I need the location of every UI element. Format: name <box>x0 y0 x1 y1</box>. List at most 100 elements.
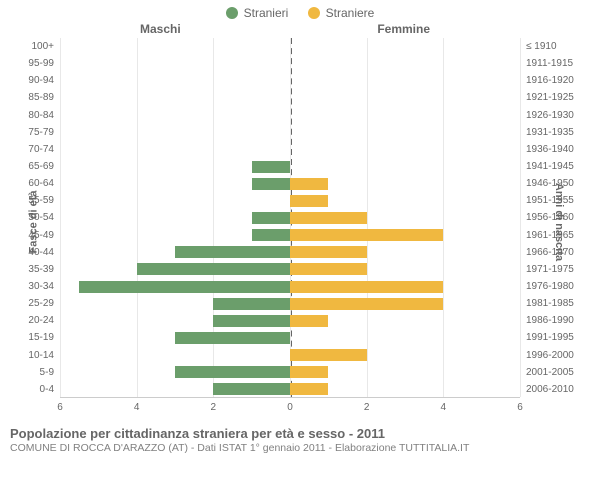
bar-male <box>213 383 290 395</box>
legend-label-male: Stranieri <box>244 6 289 20</box>
age-row: 85-891921-1925 <box>60 89 520 106</box>
bar-male <box>252 178 290 190</box>
age-label: 65-69 <box>28 161 54 172</box>
age-label: 45-49 <box>28 230 54 241</box>
x-tick-label: 4 <box>134 402 140 413</box>
age-row: 30-341976-1980 <box>60 278 520 295</box>
legend-item-male: Stranieri <box>226 6 289 20</box>
birth-label: 1921-1925 <box>526 92 574 103</box>
plot-area: 100+≤ 191095-991911-191590-941916-192085… <box>60 38 520 398</box>
x-tick-label: 4 <box>441 402 447 413</box>
birth-label: 1961-1965 <box>526 230 574 241</box>
bar-male <box>175 246 290 258</box>
birth-label: 1996-2000 <box>526 350 574 361</box>
age-row: 50-541956-1960 <box>60 209 520 226</box>
x-tick-label: 0 <box>287 402 293 413</box>
birth-label: 1946-1950 <box>526 178 574 189</box>
legend-swatch-female <box>308 7 320 19</box>
age-row: 75-791931-1935 <box>60 124 520 141</box>
age-label: 80-84 <box>28 110 54 121</box>
legend: Stranieri Straniere <box>0 0 600 22</box>
bar-male <box>175 366 290 378</box>
bar-female <box>290 229 443 241</box>
age-row: 35-391971-1975 <box>60 261 520 278</box>
age-label: 50-54 <box>28 212 54 223</box>
age-label: 20-24 <box>28 315 54 326</box>
bar-male <box>252 212 290 224</box>
age-row: 100+≤ 1910 <box>60 38 520 55</box>
bar-male <box>252 229 290 241</box>
birth-label: ≤ 1910 <box>526 41 557 52</box>
chart: Maschi Femmine Fasce di età Anni di nasc… <box>0 22 600 422</box>
x-tick-label: 6 <box>517 402 523 413</box>
age-label: 25-29 <box>28 298 54 309</box>
legend-item-female: Straniere <box>308 6 375 20</box>
chart-title: Popolazione per cittadinanza straniera p… <box>10 426 590 441</box>
grid-line <box>520 38 521 397</box>
bar-female <box>290 195 328 207</box>
age-label: 100+ <box>31 41 54 52</box>
birth-label: 1911-1915 <box>526 58 573 69</box>
bar-female <box>290 281 443 293</box>
age-row: 90-941916-1920 <box>60 72 520 89</box>
birth-label: 1956-1960 <box>526 212 574 223</box>
birth-label: 1931-1935 <box>526 127 574 138</box>
age-row: 15-191991-1995 <box>60 329 520 346</box>
x-axis-ticks: 6 4 2 0 2 4 6 <box>60 402 520 416</box>
age-row: 60-641946-1950 <box>60 175 520 192</box>
age-label: 90-94 <box>28 75 54 86</box>
bar-male <box>213 298 290 310</box>
bar-male <box>175 332 290 344</box>
birth-label: 1991-1995 <box>526 332 574 343</box>
bar-male <box>213 315 290 327</box>
bar-female <box>290 246 367 258</box>
x-tick-label: 2 <box>211 402 217 413</box>
age-label: 75-79 <box>28 127 54 138</box>
chart-subtitle: COMUNE DI ROCCA D'ARAZZO (AT) - Dati IST… <box>10 442 590 454</box>
age-row: 10-141996-2000 <box>60 347 520 364</box>
age-row: 40-441966-1970 <box>60 244 520 261</box>
birth-label: 1976-1980 <box>526 281 574 292</box>
age-row: 80-841926-1930 <box>60 107 520 124</box>
bar-female <box>290 383 328 395</box>
birth-label: 1981-1985 <box>526 298 574 309</box>
age-label: 85-89 <box>28 92 54 103</box>
bar-female <box>290 349 367 361</box>
x-tick-label: 2 <box>364 402 370 413</box>
age-row: 45-491961-1965 <box>60 227 520 244</box>
birth-label: 1936-1940 <box>526 144 574 155</box>
birth-label: 2006-2010 <box>526 384 574 395</box>
birth-label: 1951-1955 <box>526 195 574 206</box>
header-male: Maschi <box>140 22 181 36</box>
birth-label: 1941-1945 <box>526 161 574 172</box>
bar-female <box>290 315 328 327</box>
age-row: 55-591951-1955 <box>60 192 520 209</box>
birth-label: 1971-1975 <box>526 264 574 275</box>
birth-label: 1926-1930 <box>526 110 574 121</box>
age-row: 65-691941-1945 <box>60 158 520 175</box>
header-female: Femmine <box>377 22 430 36</box>
column-headers: Maschi Femmine <box>0 22 600 38</box>
age-label: 95-99 <box>28 58 54 69</box>
bar-male <box>137 263 290 275</box>
age-row: 70-741936-1940 <box>60 141 520 158</box>
age-label: 5-9 <box>40 367 54 378</box>
age-label: 10-14 <box>28 350 54 361</box>
x-tick-label: 6 <box>57 402 63 413</box>
age-label: 55-59 <box>28 195 54 206</box>
bar-female <box>290 298 443 310</box>
bar-female <box>290 178 328 190</box>
bar-male <box>79 281 290 293</box>
bar-female <box>290 366 328 378</box>
legend-label-female: Straniere <box>326 6 375 20</box>
age-label: 40-44 <box>28 247 54 258</box>
age-row: 20-241986-1990 <box>60 312 520 329</box>
age-label: 70-74 <box>28 144 54 155</box>
birth-label: 1966-1970 <box>526 247 574 258</box>
age-row: 95-991911-1915 <box>60 55 520 72</box>
bar-male <box>252 161 290 173</box>
age-label: 0-4 <box>40 384 54 395</box>
chart-footer: Popolazione per cittadinanza straniera p… <box>0 422 600 454</box>
age-label: 60-64 <box>28 178 54 189</box>
bar-female <box>290 212 367 224</box>
